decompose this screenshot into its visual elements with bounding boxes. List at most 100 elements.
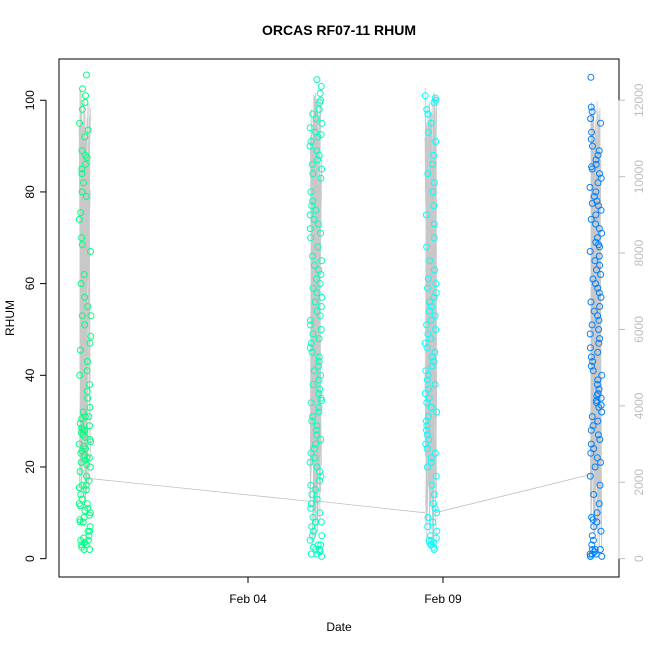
data-point-rf09 <box>432 326 440 333</box>
data-point-rf08 <box>309 110 317 118</box>
right-tick-label: 10000 <box>632 160 646 194</box>
data-point-rf10 <box>597 401 605 409</box>
data-point-rf10 <box>597 119 605 127</box>
data-point-rf10 <box>595 339 603 347</box>
data-point-rf08 <box>313 495 321 503</box>
data-point-rf08 <box>316 89 324 97</box>
data-point-rf07 <box>76 371 84 379</box>
data-point-rf08 <box>306 536 314 544</box>
data-point-rf10 <box>586 183 594 191</box>
data-point-rf08 <box>317 326 325 333</box>
data-point-rf08 <box>307 138 315 145</box>
data-point-rf08 <box>313 422 321 430</box>
data-point-rf07 <box>86 422 93 430</box>
data-point-rf10 <box>592 156 600 164</box>
data-point-rf07 <box>78 481 86 489</box>
data-point-rf09 <box>424 110 432 118</box>
data-point-rf10 <box>588 128 596 136</box>
data-point-rf09 <box>423 422 431 430</box>
data-point-rf08 <box>306 344 314 352</box>
data-point-rf10 <box>594 348 602 356</box>
data-point-rf07 <box>81 99 89 106</box>
data-point-rf10 <box>594 431 602 439</box>
data-point-rf08 <box>308 523 316 531</box>
data-point-rf09 <box>423 243 431 251</box>
data-point-rf08 <box>309 330 317 338</box>
data-point-rf10 <box>596 546 604 553</box>
data-point-rf08 <box>311 298 319 306</box>
data-point-rf10 <box>589 422 597 430</box>
data-point-rf07 <box>87 312 95 320</box>
data-point-rf08 <box>316 280 324 288</box>
data-point-rf10 <box>592 188 600 196</box>
data-point-rf07 <box>82 481 90 489</box>
data-point-rf09 <box>422 440 430 448</box>
left-tick-label: 100 <box>23 90 37 110</box>
data-point-rf10 <box>586 330 594 338</box>
data-point-rf07 <box>82 445 89 453</box>
data-point-rf08 <box>307 234 315 242</box>
data-point-rf09 <box>424 523 432 531</box>
data-point-rf10 <box>597 527 605 535</box>
data-point-rf10 <box>589 546 596 553</box>
chart-title: ORCAS RF07-11 RHUM <box>262 22 416 38</box>
data-point-rf10 <box>589 358 597 365</box>
data-point-rf09 <box>425 307 433 315</box>
data-point-rf08 <box>309 197 317 205</box>
data-point-rf10 <box>596 481 604 489</box>
data-point-rf08 <box>307 449 315 457</box>
data-point-rf09 <box>427 316 435 324</box>
x-tick-label: Feb 09 <box>424 592 462 606</box>
data-point-rf09 <box>424 513 432 521</box>
data-point-rf10 <box>590 523 598 531</box>
data-point-rf07 <box>82 193 90 200</box>
right-tick-label: 6000 <box>632 316 646 343</box>
data-point-rf10 <box>598 229 606 237</box>
data-point-rf08 <box>310 367 318 375</box>
data-point-rf10 <box>594 151 602 159</box>
data-point-rf07 <box>78 105 86 113</box>
data-point-rf08 <box>309 284 317 292</box>
data-point-rf09 <box>423 344 431 352</box>
data-point-rf09 <box>430 546 438 553</box>
data-point-rf10 <box>588 550 596 558</box>
data-point-rf09 <box>426 257 434 265</box>
data-point-rf08 <box>316 509 324 517</box>
data-point-rf10 <box>597 271 605 278</box>
data-point-rf07 <box>78 170 86 178</box>
data-point-rf09 <box>430 179 438 187</box>
data-point-rf10 <box>592 220 600 228</box>
data-point-rf09 <box>428 362 436 370</box>
left-y-axis: 0 20 40 60 80 100 <box>23 90 47 562</box>
data-point-rf07 <box>83 387 91 395</box>
data-point-rf08 <box>314 220 322 228</box>
data-point-rf08 <box>317 303 325 310</box>
altitude-connector <box>88 478 311 502</box>
y-axis-label: RHUM <box>3 300 17 336</box>
data-point-rf09 <box>427 458 435 466</box>
data-point-rf10 <box>589 536 597 544</box>
data-point-rf08 <box>315 403 323 411</box>
data-point-rf09 <box>424 371 432 379</box>
data-point-rf08 <box>315 376 323 384</box>
data-point-rf09 <box>423 105 431 113</box>
x-axis: Feb 04 Feb 09 <box>229 576 462 606</box>
data-point-rf08 <box>317 436 325 443</box>
data-point-rf08 <box>307 339 315 347</box>
data-point-rf09 <box>430 202 438 210</box>
data-point-rf07 <box>78 188 86 196</box>
data-point-rf08 <box>318 165 326 173</box>
data-point-rf09 <box>423 321 431 329</box>
data-point-rf08 <box>318 119 326 127</box>
data-point-rf08 <box>308 417 316 425</box>
data-point-rf08 <box>312 518 319 526</box>
data-point-rf07 <box>76 346 84 354</box>
data-point-rf10 <box>597 458 604 466</box>
data-point-rf10 <box>593 397 600 404</box>
data-point-rf09 <box>422 417 430 425</box>
data-point-rf10 <box>593 509 601 517</box>
data-point-rf10 <box>591 463 599 471</box>
data-point-rf07 <box>81 293 89 301</box>
data-point-rf08 <box>307 481 315 489</box>
data-point-rf08 <box>308 491 316 498</box>
